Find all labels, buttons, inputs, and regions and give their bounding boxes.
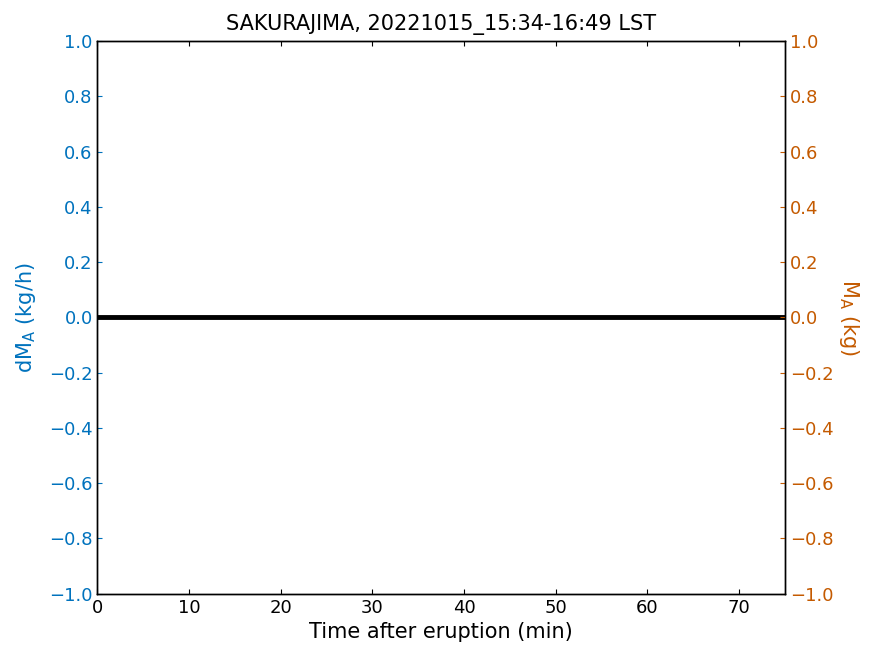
Y-axis label: M$_\mathregular{A}$ (kg): M$_\mathregular{A}$ (kg) [837,279,861,356]
Title: SAKURAJIMA, 20221015_15:34-16:49 LST: SAKURAJIMA, 20221015_15:34-16:49 LST [226,14,656,35]
Y-axis label: dM$_\mathregular{A}$ (kg/h): dM$_\mathregular{A}$ (kg/h) [14,262,38,373]
X-axis label: Time after eruption (min): Time after eruption (min) [309,622,573,642]
